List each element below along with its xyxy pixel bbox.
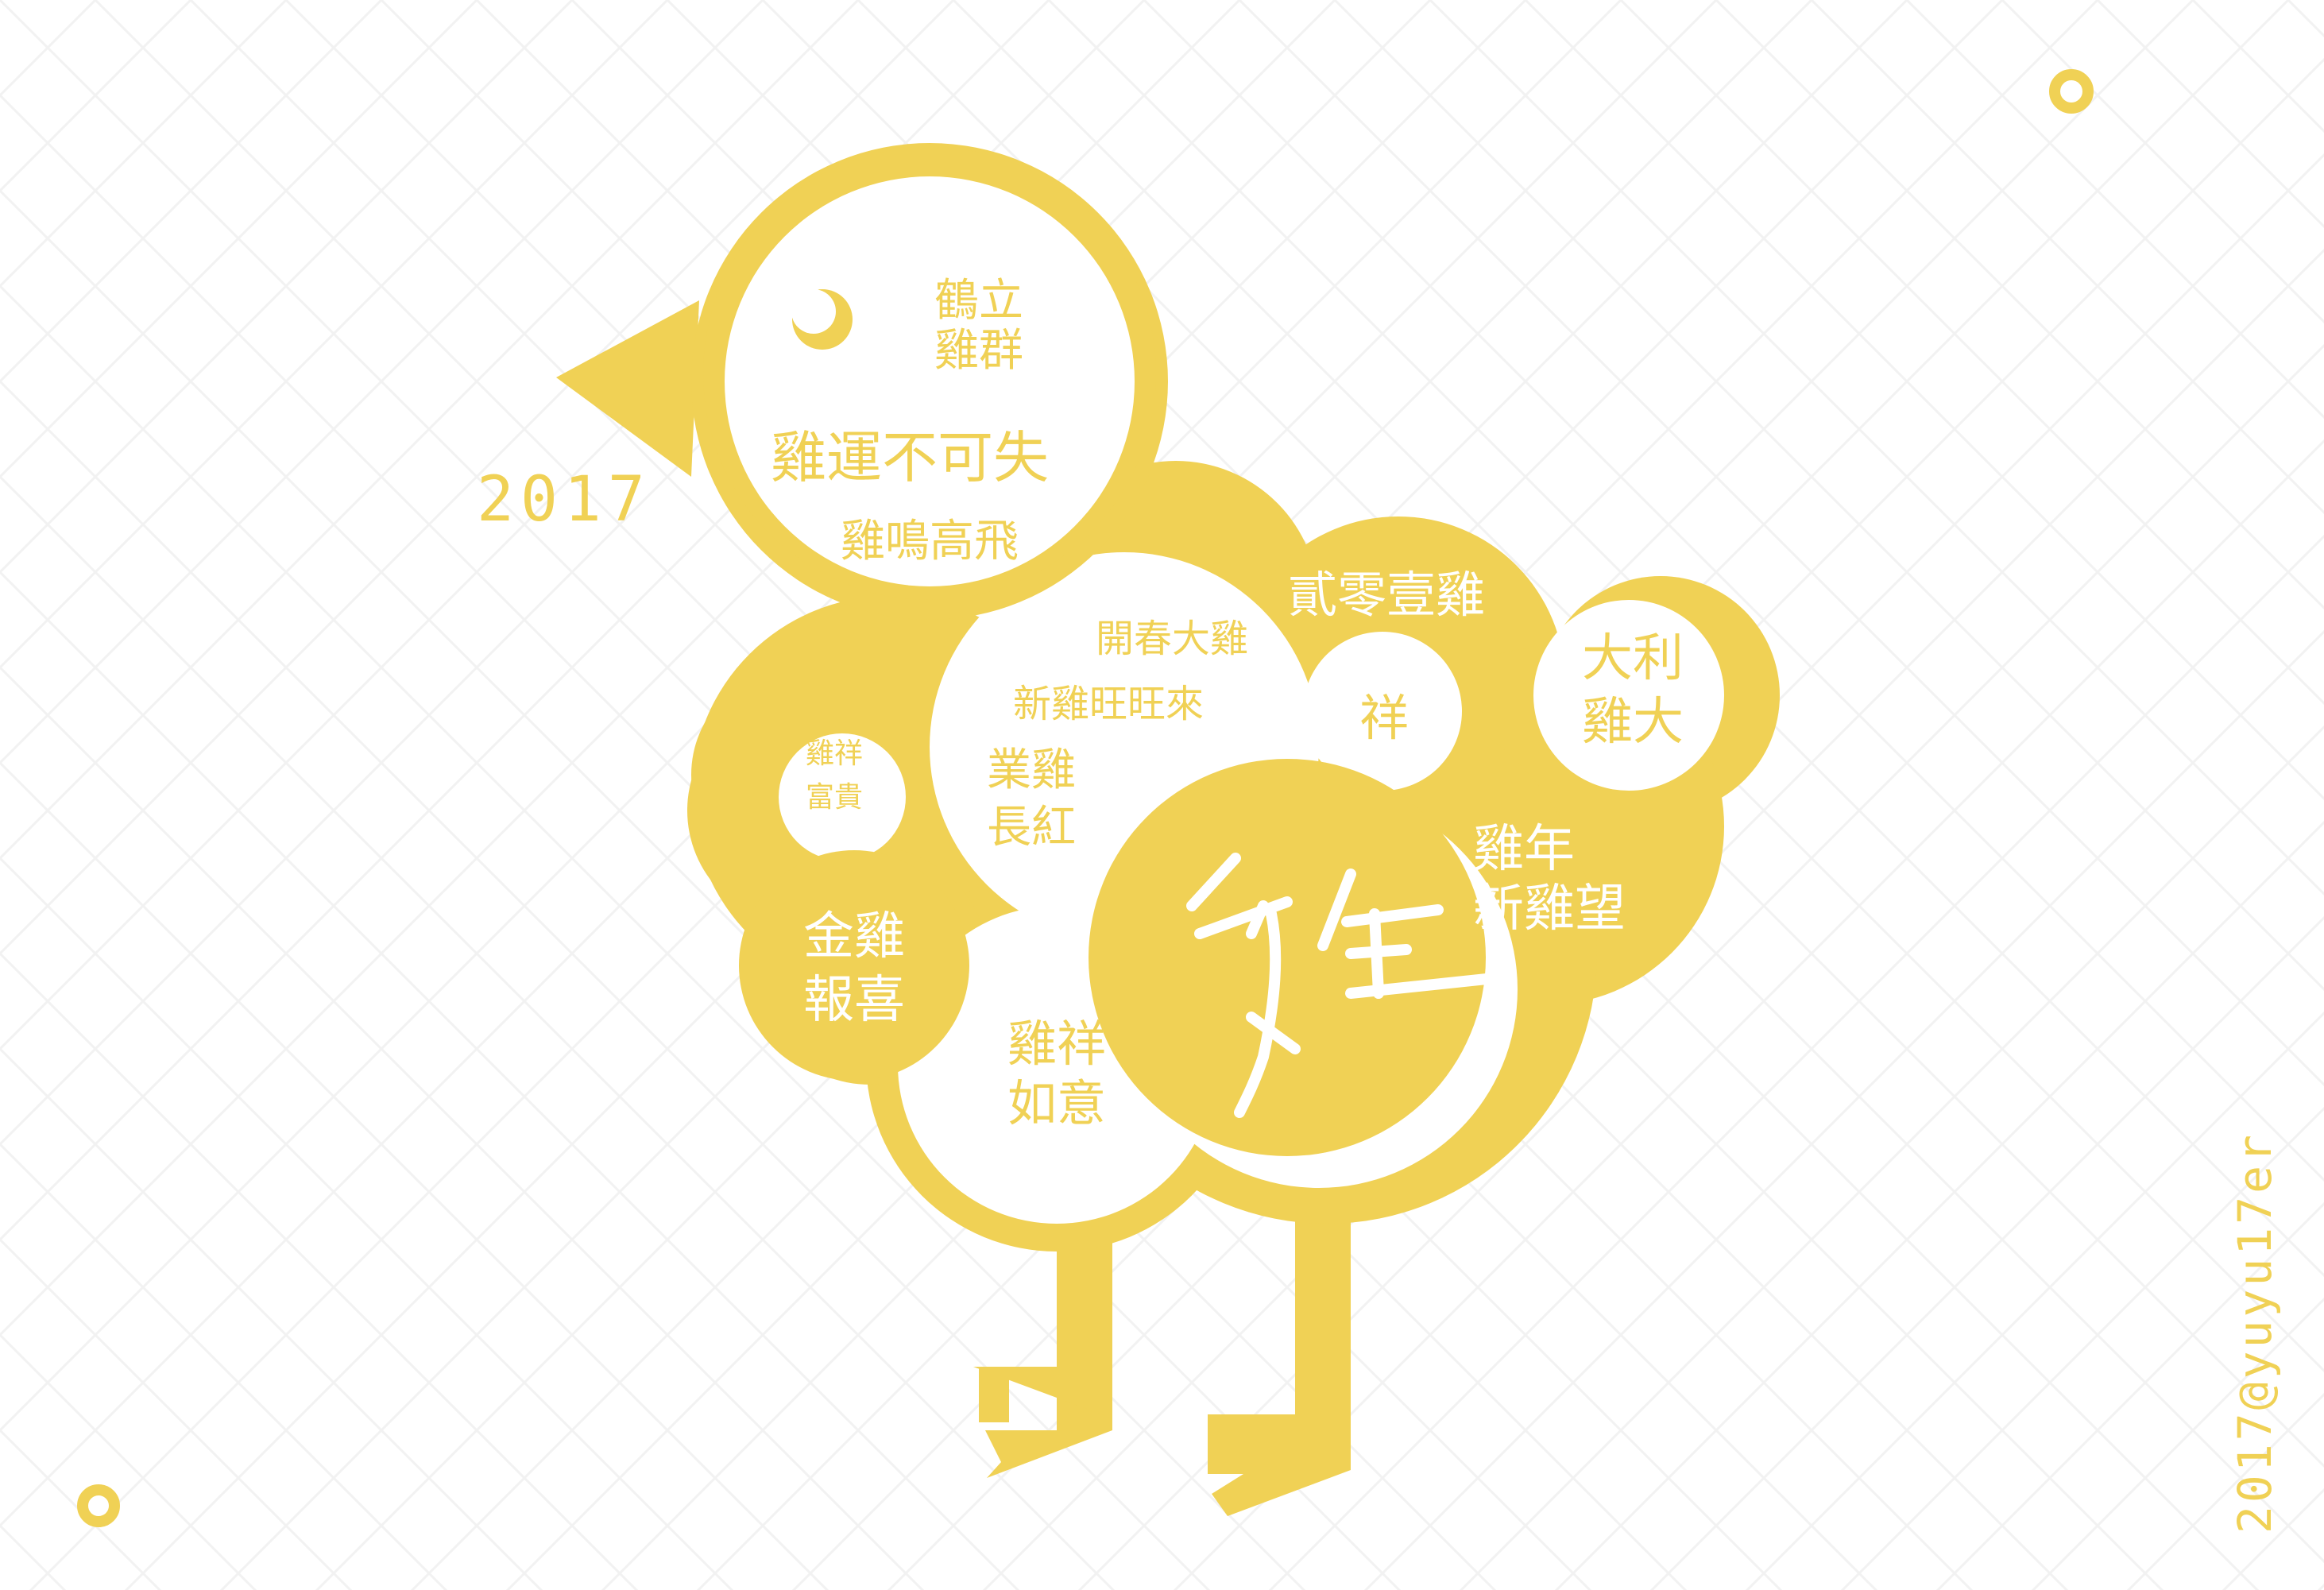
phrase-jinian-1: 雞年: [1473, 820, 1575, 879]
calligraphy-ji-character: [1186, 853, 1507, 1118]
phrase-jiming: 雞鳴高飛: [841, 516, 1019, 567]
ring-icon: [77, 1484, 120, 1527]
phrase-jixiang-small-2: 富貴: [806, 781, 863, 814]
credit-label: 2017@yuyu17er: [2228, 1132, 2282, 1534]
phrase-jiqun: 雞群: [934, 325, 1023, 377]
phrase-xiang: 祥: [1359, 689, 1409, 747]
phrase-ruyi-2: 如意: [1007, 1074, 1106, 1132]
phrase-jixiang-small-1: 雞祥: [806, 737, 863, 770]
ring-icon: [2049, 69, 2094, 114]
phrase-ji-year: 貳零壹雞: [1288, 566, 1485, 624]
phrase-kaichun: 開春大雞: [1096, 617, 1248, 661]
phrase-dali-2: 雞大: [1582, 693, 1684, 752]
phrase-yeji-2: 長紅: [987, 802, 1076, 853]
chick-inner-yellow: [739, 759, 1486, 1156]
phrase-jiyun: 雞運不可失: [771, 425, 1049, 490]
year-label: 2017: [477, 464, 652, 536]
phrase-xinji: 新雞旺旺來: [1013, 682, 1204, 726]
chick-head: [556, 143, 1168, 620]
phrase-jinji-1: 金雞: [803, 907, 905, 966]
phrase-yeji-1: 業雞: [987, 745, 1076, 796]
phrase-jinian-2: 新雞望: [1473, 880, 1626, 938]
phrase-dali-1: 大利: [1582, 629, 1684, 688]
crescent-eye-icon: [791, 289, 853, 350]
phrase-ruyi-1: 雞祥: [1007, 1015, 1106, 1073]
phrase-heli: 鶴立: [934, 275, 1023, 327]
phrase-jinji-2: 報喜: [803, 971, 905, 1030]
